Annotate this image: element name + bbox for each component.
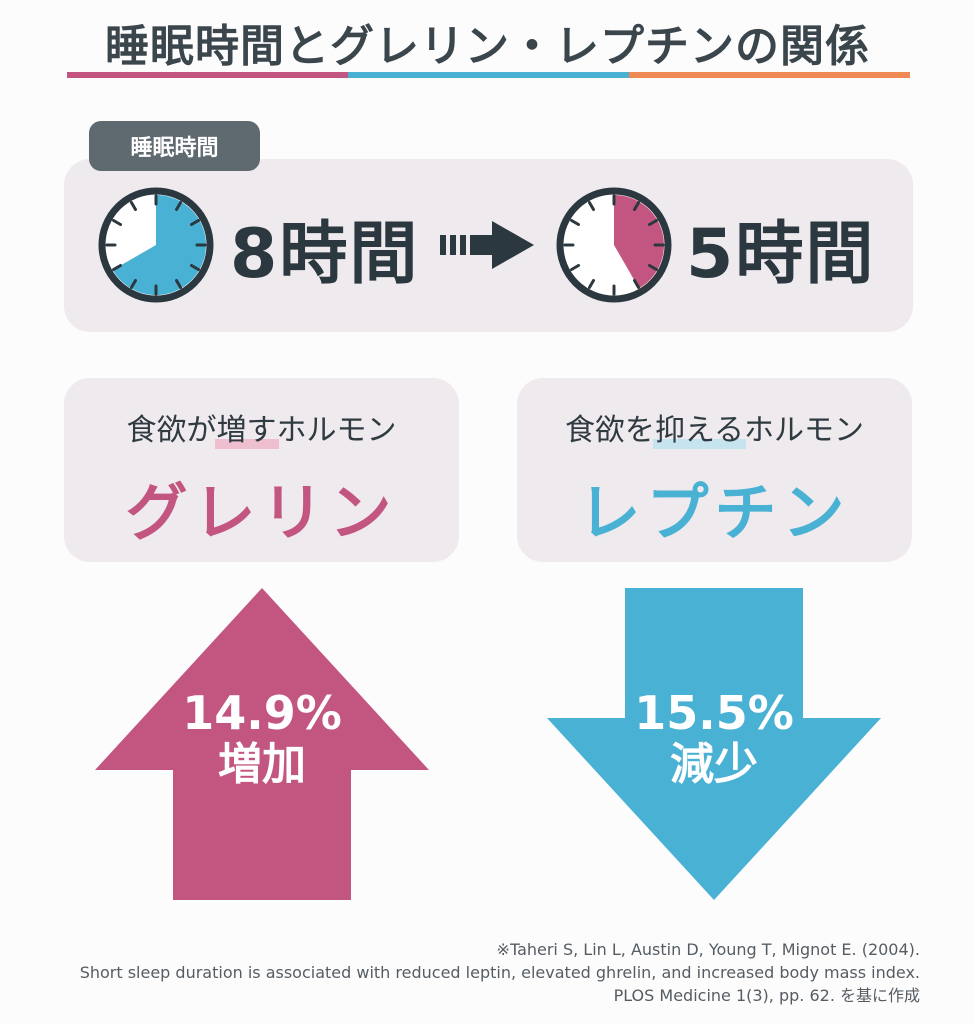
- ghrelin-change-value: 14.9%: [182, 686, 342, 740]
- citation-line-3: PLOS Medicine 1(3), pp. 62. を基に作成: [613, 986, 920, 1005]
- ghrelin-card: 食欲が増すホルモン グレリン: [64, 378, 459, 562]
- ghrelin-description: 食欲が増すホルモン: [64, 405, 459, 449]
- leptin-description: 食欲を抑えるホルモン: [517, 405, 912, 449]
- clock-icon-5-hours: [556, 187, 672, 303]
- leptin-name: レプチン: [578, 476, 851, 549]
- leptin-change-word: 減少: [670, 738, 758, 790]
- ghrelin-name: グレリン: [125, 476, 398, 549]
- clock-tick: [112, 219, 122, 226]
- sleep-time-tag: 睡眠時間: [89, 121, 260, 171]
- clock-tick: [130, 201, 137, 211]
- clock-tick: [570, 219, 580, 226]
- leptin-change-value: 15.5%: [634, 686, 794, 740]
- clock-8-hours-fill: [112, 195, 206, 295]
- clock-tick: [190, 264, 200, 271]
- leptin-desc-highlight: 抑える: [652, 405, 747, 449]
- clock-tick: [175, 201, 182, 211]
- clock-tick: [175, 279, 182, 289]
- sleep-after-label: 5時間: [686, 215, 876, 294]
- leptin-card: 食欲を抑えるホルモン レプチン: [517, 378, 912, 562]
- citation-line-2: Short sleep duration is associated with …: [79, 963, 920, 982]
- ghrelin-change-word: 増加: [218, 738, 306, 790]
- clock-icon-8-hours: [98, 187, 214, 303]
- ghrelin-desc-prefix: 食欲が: [126, 413, 217, 448]
- title-underline-pink: [67, 72, 348, 78]
- leptin-desc-prefix: 食欲を: [564, 413, 655, 448]
- page-title: 睡眠時間とグレリン・レプチンの関係: [105, 21, 870, 72]
- transition-arrow-icon: [440, 221, 534, 269]
- arrow-up-icon: [95, 588, 429, 900]
- clock-tick: [112, 264, 122, 271]
- ghrelin-desc-suffix: ホルモン: [276, 413, 397, 448]
- ghrelin-desc-highlight: 増す: [214, 405, 279, 449]
- title-underline-blue: [348, 72, 629, 78]
- clock-tick: [588, 279, 595, 289]
- clock-tick: [633, 201, 640, 211]
- clock-tick: [588, 201, 595, 211]
- clock-tick: [130, 279, 137, 289]
- clock-tick: [570, 264, 580, 271]
- clock-tick: [648, 264, 658, 271]
- arrow-down-icon: [547, 588, 881, 900]
- sleep-before-label: 8時間: [230, 215, 420, 294]
- citation: ※Taheri S, Lin L, Austin D, Young T, Mig…: [80, 938, 920, 1007]
- clock-tick: [190, 219, 200, 226]
- title-underline-orange: [629, 72, 910, 78]
- clock-tick: [648, 219, 658, 226]
- citation-line-1: ※Taheri S, Lin L, Austin D, Young T, Mig…: [496, 940, 920, 959]
- leptin-change-text: 15.5% 減少: [604, 688, 824, 789]
- leptin-desc-suffix: ホルモン: [744, 413, 865, 448]
- ghrelin-change-text: 14.9% 増加: [152, 688, 372, 789]
- clock-tick: [633, 279, 640, 289]
